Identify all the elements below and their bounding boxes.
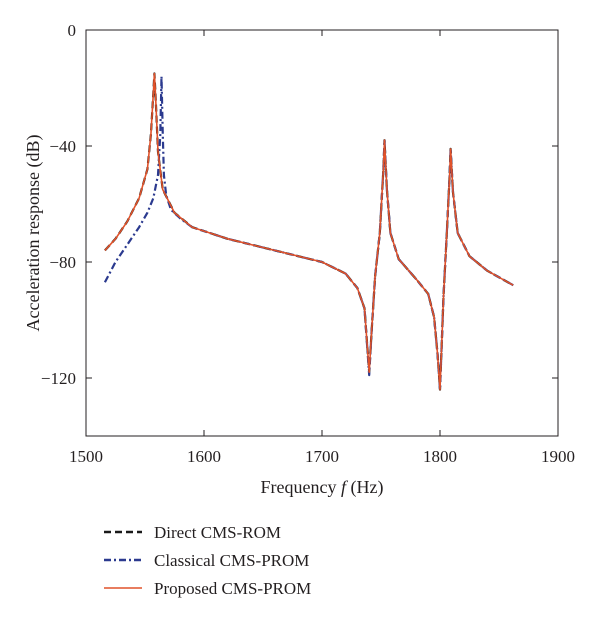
- y-tick-label: −80: [49, 253, 76, 272]
- x-tick-label: 1600: [187, 447, 221, 466]
- x-tick-label: 1700: [305, 447, 339, 466]
- plot-frame: [85, 29, 559, 437]
- legend-label-1: Direct CMS-ROM: [154, 523, 281, 542]
- legend: Direct CMS-ROM Classical CMS-PROM Proposed…: [104, 523, 311, 598]
- ticks-layer: 1500 1600 1700 1800 1900 0 −40 −80 −120: [41, 21, 575, 466]
- series-line-3: [104, 72, 514, 391]
- y-axis-label: Acceleration response (dB): [23, 135, 44, 332]
- series-line-2: [103, 75, 514, 391]
- y-tick-label: −40: [49, 137, 76, 156]
- x-tick-label: 1500: [69, 447, 103, 466]
- x-axis-label-variable: f: [341, 477, 349, 497]
- series-line-1: [104, 72, 514, 391]
- x-tick-label: 1900: [541, 447, 575, 466]
- legend-label-2: Classical CMS-PROM: [154, 551, 309, 570]
- y-tick-label: −120: [41, 369, 76, 388]
- x-axis-label: Frequency f (Hz): [261, 477, 384, 498]
- y-tick-label: 0: [68, 21, 77, 40]
- x-axis-label-unit: (Hz): [346, 477, 383, 498]
- legend-label-3: Proposed CMS-PROM: [154, 579, 311, 598]
- x-tick-label: 1800: [423, 447, 457, 466]
- series-layer: [103, 72, 514, 391]
- x-axis-label-prefix: Frequency: [261, 477, 341, 497]
